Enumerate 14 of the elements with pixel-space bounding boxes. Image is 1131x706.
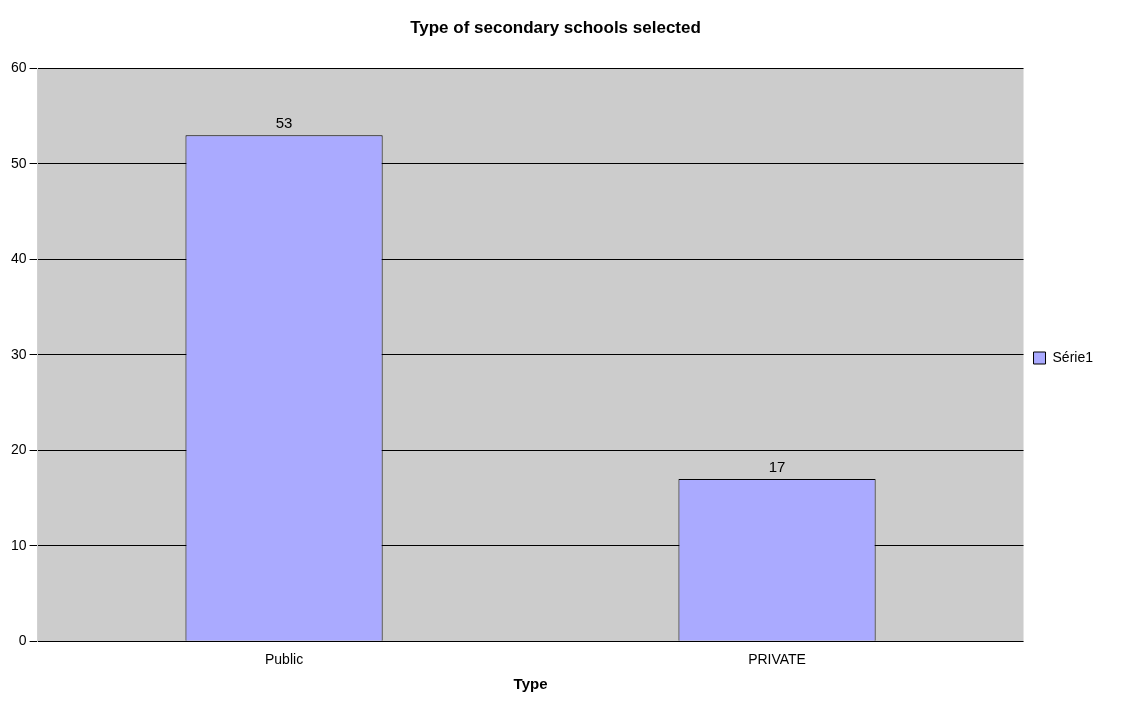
x-axis-title: Type	[513, 675, 548, 693]
x-tick-label: Public	[264, 651, 304, 668]
y-tick-label: 20	[10, 441, 27, 458]
y-tick-label: 0	[18, 632, 27, 649]
y-tick-label: 10	[10, 536, 27, 553]
y-tick-label: 60	[10, 59, 27, 76]
y-tick-label: 50	[10, 154, 27, 171]
legend-label: Série1	[1052, 348, 1094, 365]
data-label: 53	[275, 113, 293, 131]
y-tick-label: 30	[10, 345, 27, 362]
data-label: 17	[768, 457, 786, 475]
y-tick-label: 40	[10, 250, 27, 267]
chart-title: Type of secondary schools selected	[410, 17, 701, 37]
x-tick-label: PRIVATE	[748, 651, 806, 668]
